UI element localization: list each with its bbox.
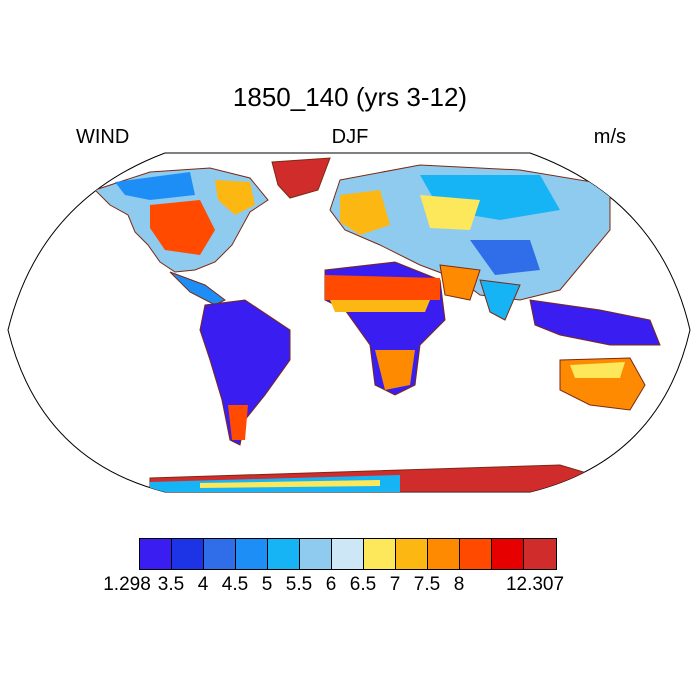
colorbar-swatch <box>236 539 268 569</box>
colorbar-tick-label: 4.5 <box>221 574 249 595</box>
map-title: 1850_140 (yrs 3-12) <box>232 82 468 112</box>
sahara-region <box>325 275 440 300</box>
colorbar-tick-label: 5.5 <box>285 574 313 595</box>
season-label: DJF <box>331 126 369 148</box>
colorbar-swatch <box>492 539 524 569</box>
land-layer <box>94 157 661 492</box>
colorbar-swatch <box>364 539 396 569</box>
colorbar-tick-label: 7.5 <box>413 574 441 595</box>
colorbar <box>139 538 557 570</box>
units-label: m/s <box>593 126 626 148</box>
colorbar-tick-label: 7 <box>389 574 401 595</box>
indonesia-region <box>529 299 661 346</box>
colorbar-tick-label: 3.5 <box>157 574 185 595</box>
colorbar-swatch <box>428 539 460 569</box>
central-asia-region <box>420 195 480 230</box>
sahel-region <box>330 300 430 312</box>
colorbar-swatch <box>204 539 236 569</box>
colorbar-swatch <box>524 539 556 569</box>
colorbar-tick-label: 6 <box>325 574 337 595</box>
colorbar-tick-label: 4 <box>197 574 209 595</box>
tibet-region <box>470 240 540 275</box>
colorbar-tick-label: 8 <box>453 574 465 595</box>
colorbar-swatch <box>140 539 172 569</box>
colorbar-tick-label: 12.307 <box>505 574 565 595</box>
variable-label: WIND <box>76 126 130 148</box>
antarctica-ridge-region <box>200 480 380 488</box>
colorbar-tick-label: 5 <box>261 574 273 595</box>
colorbar-swatch <box>300 539 332 569</box>
labrador-region <box>215 180 255 215</box>
north-america-plains-region <box>150 200 215 255</box>
colorbar-swatch <box>332 539 364 569</box>
india-region <box>479 279 521 321</box>
patagonia-region <box>228 405 248 440</box>
canada-region <box>115 172 195 200</box>
colorbar-swatch <box>396 539 428 569</box>
colorbar-swatch <box>268 539 300 569</box>
colorbar-swatch <box>460 539 492 569</box>
colorbar-swatch <box>172 539 204 569</box>
greenland-region <box>271 157 331 199</box>
colorbar-tick-label: 1.298 <box>103 574 151 595</box>
colorbar-tick-label: 6.5 <box>349 574 377 595</box>
australia-coast-region <box>570 362 625 378</box>
arabia-region <box>439 264 481 301</box>
southern-africa-region <box>375 350 415 390</box>
europe-region <box>340 190 390 235</box>
central-america-region <box>169 271 226 306</box>
